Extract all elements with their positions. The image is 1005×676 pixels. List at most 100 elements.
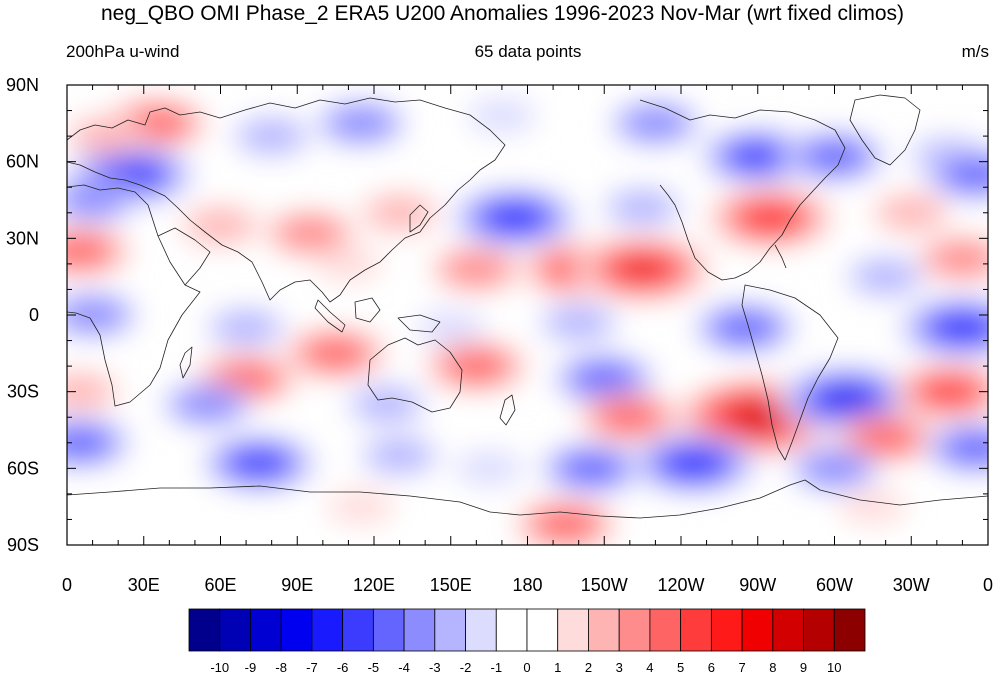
- lat-tick-label: 30S: [7, 382, 39, 402]
- anomaly-map: [67, 85, 988, 545]
- lat-tick-label: 60S: [7, 458, 39, 478]
- colorbar-label: -2: [460, 660, 472, 675]
- units-label: m/s: [961, 42, 989, 61]
- anomaly-blob: [547, 307, 610, 339]
- colorbar-label: -10: [210, 660, 229, 675]
- lon-tick-label: 180: [512, 575, 542, 595]
- colorbar-label: -7: [306, 660, 318, 675]
- anomaly-blob: [946, 433, 988, 462]
- anomaly-blob: [440, 251, 513, 287]
- anomaly-blob: [619, 105, 692, 141]
- anomaly-field: [67, 98, 988, 545]
- anomaly-blob: [946, 160, 988, 189]
- lat-tick-label: 60N: [6, 152, 39, 172]
- data-count-label: 65 data points: [474, 42, 582, 61]
- colorbar-swatch: [710, 608, 743, 652]
- colorbar-swatch: [250, 608, 282, 652]
- lon-tick-label: 0: [983, 575, 993, 595]
- coastline-africa: [67, 184, 201, 407]
- coastline-antarctica: [67, 479, 988, 519]
- coastline-north-america: [639, 99, 846, 281]
- anomaly-blob: [274, 215, 346, 251]
- lon-tick-label: 150E: [430, 575, 472, 595]
- anomaly-blob: [67, 237, 109, 266]
- colorbar-swatch: [772, 608, 804, 652]
- colorbar-swatch: [219, 608, 251, 652]
- colorbar-label: 10: [827, 660, 841, 675]
- anomaly-blob: [447, 352, 506, 381]
- colorbar-label: -4: [398, 660, 410, 675]
- coastline-australia: [367, 337, 463, 413]
- anomaly-blob: [355, 389, 418, 420]
- coastline-florida: [774, 244, 787, 269]
- anomaly-blob: [798, 450, 871, 486]
- anomaly-blob: [562, 454, 621, 483]
- lat-tick-label: 0: [29, 305, 39, 325]
- anomaly-blob: [416, 310, 485, 345]
- colorbar-swatch: [741, 608, 774, 652]
- colorbar-label: 4: [646, 660, 653, 675]
- lon-tick-label: 60W: [816, 575, 853, 595]
- lon-tick-label: 90E: [281, 575, 313, 595]
- anomaly-blob: [880, 197, 943, 229]
- anomaly-blob: [214, 312, 278, 344]
- colorbar-label: 2: [585, 660, 592, 675]
- colorbar-swatch: [557, 608, 589, 652]
- lat-tick-label: 90N: [6, 75, 39, 95]
- anomaly-blob: [805, 142, 864, 171]
- lon-tick-label: 0: [62, 575, 72, 595]
- anomaly-blob: [74, 120, 137, 152]
- anomaly-blob: [314, 246, 383, 282]
- anomaly-blob: [368, 440, 431, 471]
- lon-tick-label: 120E: [353, 575, 395, 595]
- anomaly-blob: [306, 339, 365, 368]
- anomaly-blob: [240, 120, 303, 152]
- anomaly-blob: [926, 241, 988, 277]
- coastline-newzealand: [499, 394, 516, 426]
- anomaly-blob: [325, 105, 398, 141]
- anomaly-blob: [940, 317, 985, 339]
- colorbar-swatch: [618, 608, 651, 652]
- field-label: 200hPa u-wind: [66, 42, 180, 61]
- colorbar-label: 6: [708, 660, 715, 675]
- colorbar-swatch: [526, 608, 559, 652]
- colorbar-label: 5: [677, 660, 684, 675]
- lon-tick-label: 120W: [657, 575, 704, 595]
- coastlines: [67, 94, 988, 519]
- anomaly-blob: [618, 257, 667, 281]
- coastline-japan: [409, 204, 429, 233]
- anomaly-blob: [917, 376, 983, 408]
- anomaly-blob: [67, 297, 129, 333]
- anomaly-blob: [600, 403, 659, 432]
- colorbar-label: 3: [616, 660, 623, 675]
- colorbar-label: 9: [800, 660, 807, 675]
- colorbar-label: -5: [368, 660, 380, 675]
- colorbar-swatch: [188, 608, 221, 652]
- anomaly-blob: [854, 261, 917, 293]
- anomaly-blob: [731, 405, 784, 430]
- map-frame: 0 30E 60E 90E 120E 150E 180 150W 120W 90W 60W 30W 0 9…: [6, 75, 993, 595]
- anomaly-blob: [856, 423, 915, 452]
- coastline-south-america: [741, 284, 839, 461]
- coastline-arabia: [157, 227, 211, 286]
- anomaly-blob: [838, 489, 907, 524]
- colorbar-swatch: [342, 608, 374, 652]
- colorbar-swatch: [280, 608, 313, 652]
- colorbar-label: -6: [337, 660, 349, 675]
- anomaly-blob: [823, 388, 872, 411]
- anomaly-blob: [536, 510, 595, 539]
- lat-tick-label: 30N: [6, 228, 39, 248]
- coastline-borneo: [354, 297, 381, 323]
- anomaly-blob: [672, 452, 716, 474]
- coastline-sumatra: [314, 299, 346, 333]
- anomaly-blob: [725, 141, 791, 173]
- colorbar-label: -3: [429, 660, 441, 675]
- anomaly-blob: [67, 428, 109, 457]
- anomaly-blob: [226, 447, 292, 479]
- lon-tick-label: 30W: [893, 575, 930, 595]
- anomaly-blob: [171, 386, 244, 422]
- colorbar-label: -9: [245, 660, 257, 675]
- coastline-newguinea: [397, 314, 441, 333]
- colorbar-label: 8: [769, 660, 776, 675]
